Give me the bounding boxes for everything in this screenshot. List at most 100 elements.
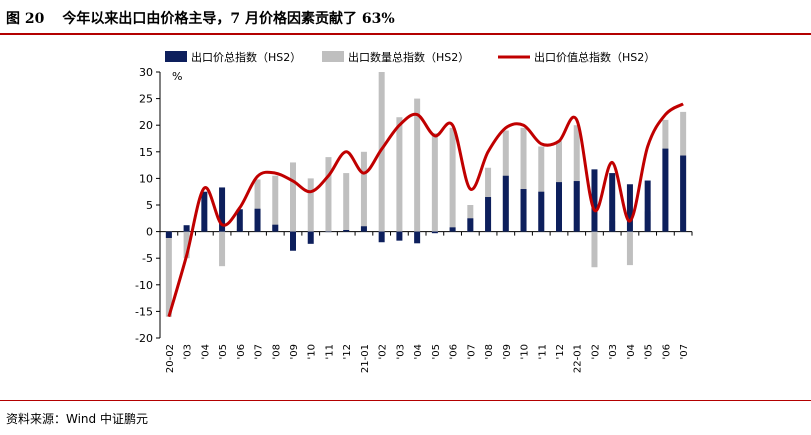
x-tick-label: '03 <box>183 344 194 359</box>
price-bar <box>662 148 669 232</box>
price-bar <box>219 187 226 232</box>
volume-bar <box>414 98 421 232</box>
price-bar <box>290 231 296 251</box>
price-bar <box>325 231 332 233</box>
price-bar <box>396 231 403 241</box>
price-bar <box>307 231 314 244</box>
price-bar <box>467 218 474 232</box>
volume-bar <box>183 231 190 259</box>
price-bar <box>236 209 243 232</box>
x-tick-label: 21-01 <box>360 344 371 373</box>
figure-title-text: 今年以来出口由价格主导，7 月价格因素贡献了 63% <box>62 11 395 27</box>
price-bar <box>538 191 545 232</box>
value-line <box>167 102 684 318</box>
y-tick-label: 5 <box>146 199 153 212</box>
price-bar <box>414 231 421 244</box>
x-tick-label: '07 <box>466 344 477 359</box>
y-tick-label: 25 <box>139 93 153 106</box>
x-tick-label: 20-02 <box>165 344 176 373</box>
y-tick-label: -20 <box>135 332 153 345</box>
line-layer <box>167 102 684 318</box>
y-tick-label: 0 <box>146 226 153 239</box>
x-tick-label: '04 <box>413 344 424 359</box>
y-tick-label: 20 <box>139 119 153 132</box>
legend-swatch <box>165 51 187 62</box>
x-tick-label: '08 <box>271 344 282 359</box>
x-tick-label: '06 <box>236 344 247 359</box>
x-tick-label: '11 <box>324 344 335 359</box>
labels-layer: -20 -15 -10 -5 0 5 10 15 20 25 30 % 20-02 '03 '04 '05 '0… <box>135 66 690 373</box>
price-bar <box>165 231 172 238</box>
x-tick-label: '05 <box>431 344 442 359</box>
volume-bar <box>254 179 261 232</box>
price-bar <box>378 231 385 243</box>
x-tick-label: '02 <box>378 344 389 359</box>
volume-bar <box>360 151 367 232</box>
price-bar <box>680 155 687 232</box>
volume-bar <box>307 178 314 232</box>
bottom-rule <box>0 400 811 401</box>
price-bar <box>644 180 651 232</box>
x-tick-label: '12 <box>555 344 566 359</box>
y-tick-label: -5 <box>142 252 153 265</box>
price-bar <box>431 231 438 234</box>
x-tick-label: '11 <box>537 344 548 359</box>
price-bar <box>343 230 350 232</box>
legend-label: 出口价值总指数（HS2） <box>534 50 655 64</box>
x-tick-label: 22-01 <box>573 344 584 373</box>
x-tick-label: '04 <box>200 344 211 359</box>
x-tick-label: '09 <box>289 344 300 359</box>
bars-layer <box>165 72 687 317</box>
legend-label: 出口价总指数（HS2） <box>191 50 301 64</box>
price-bar <box>609 173 616 232</box>
price-bar <box>573 181 580 232</box>
legend: 出口价总指数（HS2） 出口数量总指数（HS2） 出口价值总指数（HS2） <box>165 50 655 64</box>
x-tick-label: '07 <box>679 344 690 359</box>
x-tick-label: '10 <box>520 344 531 359</box>
price-bar <box>360 226 367 232</box>
volume-bar <box>573 125 580 232</box>
volume-bar <box>396 117 403 232</box>
figure-title: 图 20 今年以来出口由价格主导，7 月价格因素贡献了 63% <box>6 8 395 28</box>
figure-number: 图 20 <box>6 11 45 27</box>
x-tick-label: '03 <box>395 344 406 359</box>
volume-bar <box>219 231 226 267</box>
volume-bar <box>378 72 385 232</box>
x-tick-label: '10 <box>307 344 318 359</box>
volume-bar <box>165 231 172 317</box>
volume-bar <box>626 231 633 266</box>
volume-bar <box>431 133 438 232</box>
price-bar <box>183 225 190 232</box>
x-tick-label: '05 <box>218 344 229 359</box>
volume-bar <box>290 162 296 232</box>
x-tick-label: '07 <box>254 344 265 359</box>
volume-bar <box>325 157 332 232</box>
axes-layer <box>156 71 693 339</box>
x-tick-label: '04 <box>626 344 637 359</box>
price-bar <box>520 189 527 232</box>
volume-bar <box>520 127 527 232</box>
x-tick-label: '06 <box>449 344 460 359</box>
legend-label: 出口数量总指数（HS2） <box>348 50 469 64</box>
price-bar <box>485 197 492 232</box>
price-bar <box>556 182 562 232</box>
x-tick-label: '12 <box>342 344 353 359</box>
volume-bar <box>272 175 279 232</box>
legend-swatch <box>322 51 344 62</box>
volume-bar <box>591 231 598 268</box>
x-tick-label: '06 <box>661 344 672 359</box>
price-bar <box>626 184 633 232</box>
volume-bar <box>343 173 350 232</box>
volume-bar <box>449 127 456 232</box>
chart-area: -20 -15 -10 -5 0 5 10 15 20 25 30 % 20-02 '03 '04 '05 '0… <box>135 50 693 373</box>
y-tick-label: 10 <box>139 172 153 185</box>
price-bar <box>502 175 509 232</box>
x-tick-label: '09 <box>502 344 513 359</box>
y-tick-label: -15 <box>135 305 153 318</box>
x-tick-label: '02 <box>590 344 601 359</box>
price-bar <box>201 191 208 232</box>
volume-bar <box>538 146 545 232</box>
y-tick-label: 15 <box>139 146 153 159</box>
price-bar <box>591 169 598 232</box>
source-note: 资料来源：Wind 中证鹏元 <box>6 412 148 426</box>
